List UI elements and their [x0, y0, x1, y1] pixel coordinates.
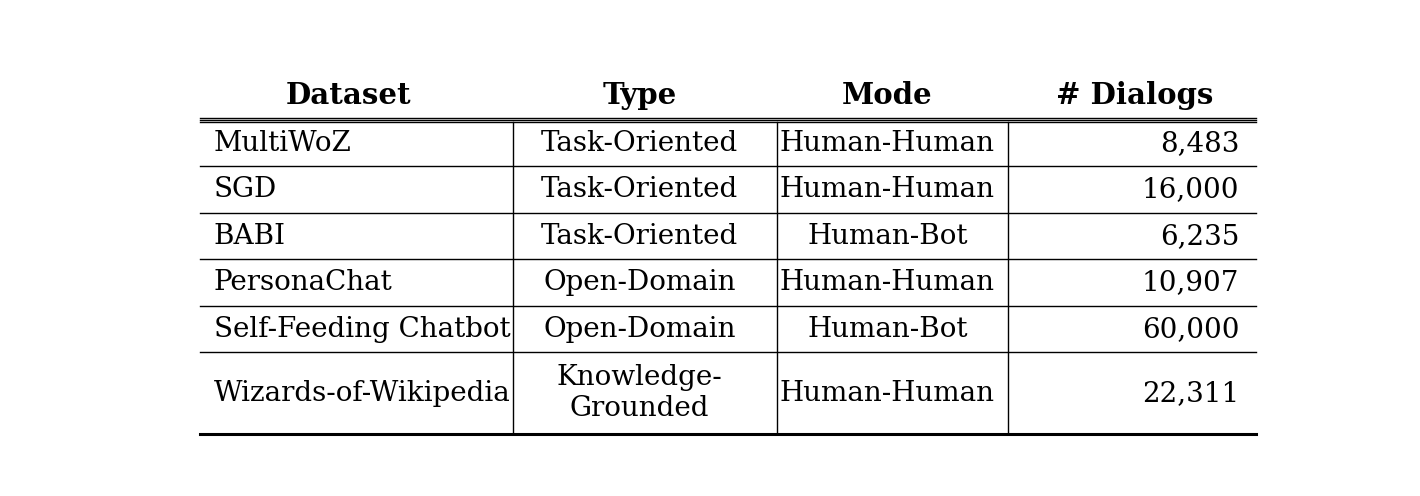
Text: 22,311: 22,311: [1142, 379, 1240, 407]
Text: Wizards-of-Wikipedia: Wizards-of-Wikipedia: [214, 379, 511, 407]
Text: SGD: SGD: [214, 176, 277, 203]
Text: Task-Oriented: Task-Oriented: [541, 223, 738, 249]
Text: Human-Human: Human-Human: [780, 129, 995, 157]
Text: Mode: Mode: [842, 81, 933, 110]
Text: Human-Bot: Human-Bot: [807, 315, 967, 343]
Text: Knowledge-
Grounded: Knowledge- Grounded: [557, 364, 723, 422]
Text: PersonaChat: PersonaChat: [214, 269, 392, 296]
Text: Human-Human: Human-Human: [780, 269, 995, 296]
Text: 16,000: 16,000: [1142, 176, 1240, 203]
Text: Dataset: Dataset: [285, 81, 410, 110]
Text: # Dialogs: # Dialogs: [1056, 81, 1214, 110]
Text: Self-Feeding Chatbot: Self-Feeding Chatbot: [214, 315, 510, 343]
Text: Human-Human: Human-Human: [780, 176, 995, 203]
Text: Human-Bot: Human-Bot: [807, 223, 967, 249]
Text: Type: Type: [602, 81, 677, 110]
Text: MultiWoZ: MultiWoZ: [214, 129, 352, 157]
Text: Open-Domain: Open-Domain: [544, 315, 736, 343]
Text: Task-Oriented: Task-Oriented: [541, 176, 738, 203]
Text: 10,907: 10,907: [1142, 269, 1240, 296]
Text: Task-Oriented: Task-Oriented: [541, 129, 738, 157]
Text: Human-Human: Human-Human: [780, 379, 995, 407]
Text: 6,235: 6,235: [1160, 223, 1240, 249]
Text: 60,000: 60,000: [1142, 315, 1240, 343]
Text: BABI: BABI: [214, 223, 285, 249]
Text: Open-Domain: Open-Domain: [544, 269, 736, 296]
Text: 8,483: 8,483: [1160, 129, 1240, 157]
